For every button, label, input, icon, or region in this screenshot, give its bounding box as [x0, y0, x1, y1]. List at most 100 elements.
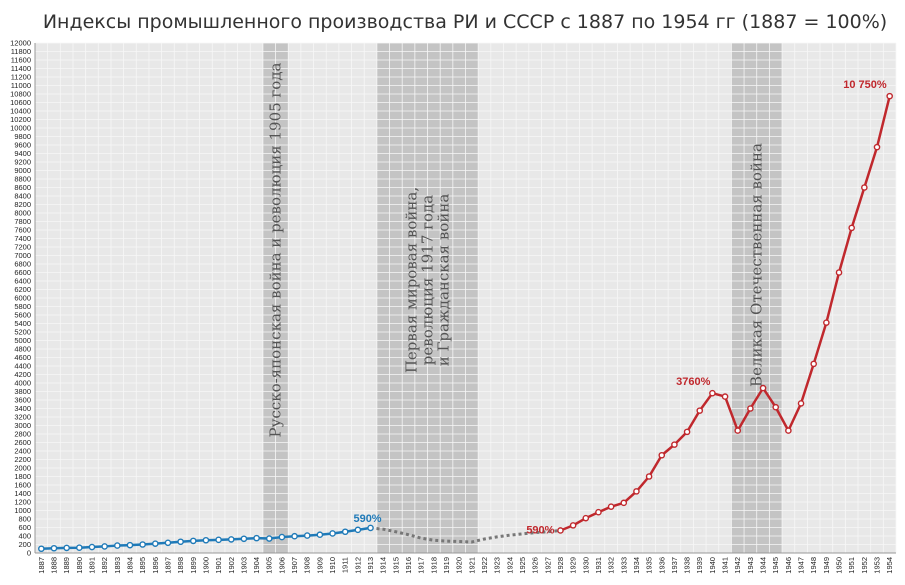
y-tick-label: 11400	[11, 64, 31, 73]
data-point	[101, 543, 108, 550]
data-point	[772, 403, 780, 411]
y-tick-label: 1000	[14, 506, 31, 515]
data-point	[215, 536, 222, 544]
grid-lines	[34, 42, 897, 554]
x-tick-label: 1932	[607, 557, 616, 574]
x-tick-label: 1933	[619, 557, 628, 574]
y-tick-label: 2600	[14, 438, 31, 447]
y-tick-label: 5200	[14, 328, 31, 337]
x-tick-label: 1909	[315, 557, 324, 574]
y-tick-label: 6400	[14, 277, 31, 286]
y-tick-label: 11600	[11, 56, 31, 65]
data-point	[582, 514, 590, 522]
y-tick-label: 9600	[14, 141, 31, 150]
y-tick-label: 11200	[11, 73, 31, 82]
period-label-2: революция 1917 года	[419, 195, 437, 365]
y-tick-label: 800	[18, 515, 31, 524]
period-label-3: Великая Отечественная война	[748, 143, 766, 387]
series-points	[38, 92, 893, 553]
y-tick-label: 1400	[14, 489, 31, 498]
y-tick-label: 8600	[14, 183, 31, 192]
y-tick-label: 400	[18, 532, 31, 541]
x-tick-label: 1952	[860, 557, 869, 574]
x-tick-label: 1902	[227, 557, 236, 574]
y-tick-label: 200	[18, 540, 31, 549]
data-point	[683, 428, 691, 436]
y-tick-label: 9000	[14, 166, 31, 175]
x-tick-label: 1931	[594, 557, 603, 574]
x-tick-label: 1937	[670, 557, 679, 574]
y-tick-label: 5000	[14, 336, 31, 345]
data-point	[126, 541, 134, 549]
data-point	[88, 543, 96, 551]
y-tick-label: 0	[27, 549, 31, 558]
data-point	[747, 405, 754, 412]
x-axis-ticks: 1887 1888 1889 1890 1891 1892 1893 1894 1895 1896…	[37, 557, 894, 574]
y-tick-label: 9800	[14, 132, 31, 141]
x-tick-label: 1891	[87, 557, 96, 574]
x-tick-label: 1936	[657, 557, 666, 574]
data-point	[189, 537, 197, 545]
data-point	[76, 544, 83, 551]
x-tick-label: 1890	[75, 557, 84, 574]
y-tick-label: 4800	[14, 345, 31, 354]
y-tick-label: 4200	[14, 370, 31, 379]
data-point	[810, 360, 817, 368]
x-tick-label: 1935	[645, 557, 654, 574]
x-tick-label: 1918	[429, 557, 438, 574]
series-line-2	[370, 526, 561, 544]
data-point	[278, 533, 286, 541]
annotations: 590% 590% 3760% 10 750%	[353, 79, 886, 536]
x-tick-label: 1923	[493, 557, 502, 574]
y-tick-label: 7000	[14, 251, 31, 260]
x-tick-label: 1926	[531, 557, 540, 574]
y-tick-label: 8200	[14, 200, 31, 209]
data-point	[63, 544, 70, 552]
y-tick-label: 2800	[14, 430, 31, 439]
data-point	[721, 393, 729, 400]
y-tick-label: 10800	[10, 90, 31, 99]
x-tick-label: 1945	[771, 557, 780, 574]
x-tick-label: 1927	[543, 557, 552, 574]
x-tick-label: 1912	[353, 557, 362, 574]
data-point	[341, 528, 349, 536]
annotation-label: 590%	[526, 524, 554, 536]
x-tick-label: 1922	[480, 557, 489, 574]
x-tick-label: 1941	[721, 557, 730, 574]
x-tick-label: 1896	[151, 557, 160, 574]
x-tick-label: 1917	[417, 557, 426, 574]
data-point	[177, 538, 184, 546]
data-point	[658, 451, 666, 459]
x-tick-label: 1903	[239, 557, 248, 574]
y-tick-label: 3400	[14, 404, 31, 413]
x-tick-label: 1924	[505, 557, 514, 574]
x-tick-label: 1948	[809, 557, 818, 574]
data-point	[557, 527, 564, 534]
period-label-1: Русско-японская война и революция 1905 г…	[267, 62, 285, 437]
y-tick-label: 9400	[14, 149, 31, 158]
data-point	[848, 224, 855, 232]
y-tick-label: 5400	[14, 319, 31, 328]
x-tick-label: 1915	[391, 557, 400, 574]
x-tick-label: 1934	[632, 557, 641, 574]
y-tick-label: 2200	[14, 455, 31, 464]
x-tick-label: 1914	[379, 557, 388, 574]
x-tick-label: 1897	[163, 557, 172, 574]
data-point	[835, 269, 843, 276]
y-tick-label: 9200	[14, 158, 31, 167]
chart-title: Индексы промышленного производства РИ и …	[43, 11, 887, 33]
y-tick-label: 11000	[11, 81, 31, 90]
x-tick-label: 1911	[341, 557, 350, 573]
x-tick-label: 1949	[822, 557, 831, 574]
data-point	[38, 545, 45, 553]
data-point	[861, 184, 868, 191]
period-label-2: и Гражданская война	[435, 194, 453, 367]
data-point	[696, 407, 704, 414]
y-tick-label: 7400	[14, 234, 31, 243]
data-point	[759, 384, 767, 392]
x-tick-label: 1954	[885, 557, 894, 574]
y-tick-label: 10400	[10, 107, 31, 116]
data-point	[265, 535, 273, 542]
y-tick-label: 3600	[14, 396, 31, 405]
